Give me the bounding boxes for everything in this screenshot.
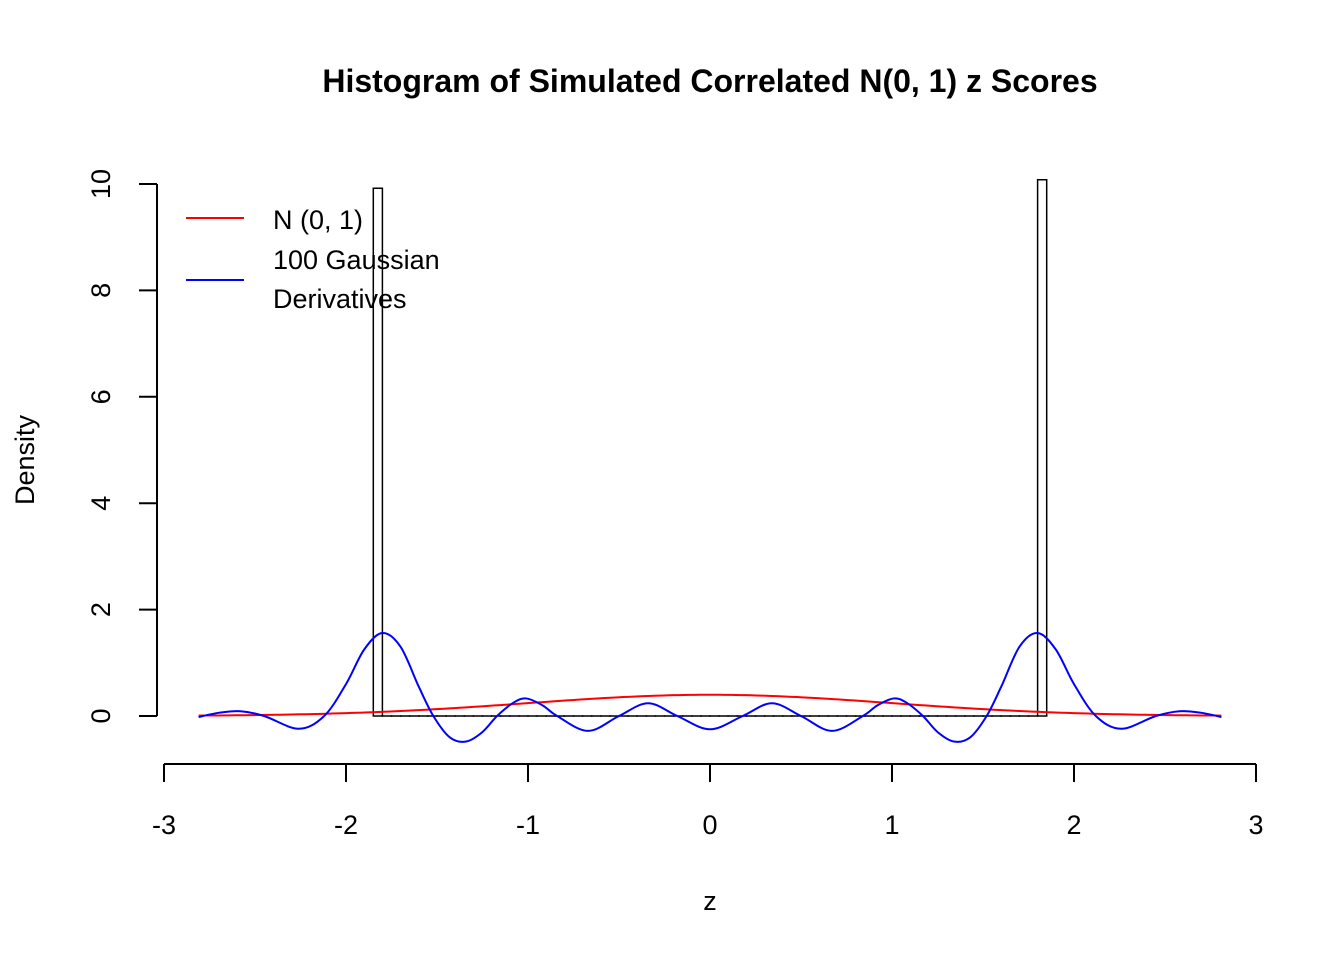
x-tick-label: -1 xyxy=(516,810,540,840)
y-axis-label: Density xyxy=(10,414,40,505)
normal-density-line xyxy=(199,695,1222,716)
x-axis-label: z xyxy=(703,886,717,916)
y-tick-label: 2 xyxy=(86,602,116,617)
chart-title: Histogram of Simulated Correlated N(0, 1… xyxy=(322,63,1097,99)
legend-label: N (0, 1) xyxy=(273,205,363,235)
x-tick-label: 0 xyxy=(702,810,717,840)
y-tick-label: 0 xyxy=(86,708,116,723)
x-tick-label: 3 xyxy=(1248,810,1263,840)
x-tick-label: -3 xyxy=(152,810,176,840)
y-tick-label: 10 xyxy=(86,169,116,199)
legend-label: 100 Gaussian xyxy=(273,245,440,275)
x-tick-label: 2 xyxy=(1066,810,1081,840)
histogram-bars xyxy=(373,180,1046,716)
x-tick-label: 1 xyxy=(884,810,899,840)
axes: -3 -2 -1 0 1 2 3 0 2 4 6 8 10 xyxy=(86,169,1264,840)
y-tick-label: 4 xyxy=(86,496,116,511)
y-tick-label: 6 xyxy=(86,389,116,404)
legend: N (0, 1) 100 Gaussian Derivatives xyxy=(186,205,440,314)
legend-label: Derivatives xyxy=(273,284,407,314)
y-tick-label: 8 xyxy=(86,283,116,298)
x-tick-label: -2 xyxy=(334,810,358,840)
gaussian-derivatives-line xyxy=(199,633,1222,742)
series-lines xyxy=(199,633,1222,742)
